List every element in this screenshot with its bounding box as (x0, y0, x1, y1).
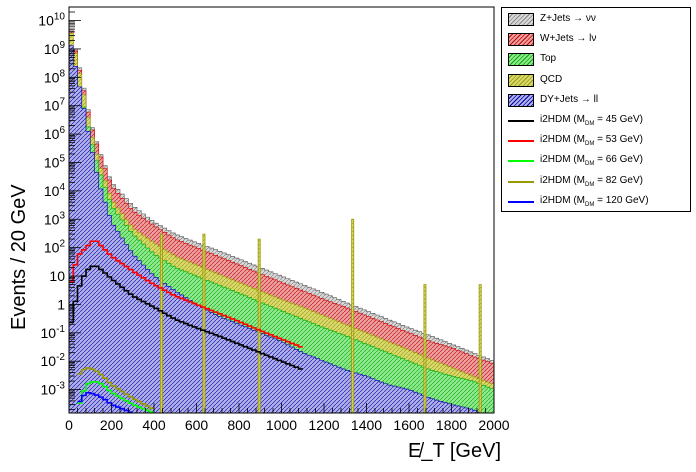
signal-line-4 (77, 391, 133, 413)
legend-item-1: W+Jets → lν (506, 31, 688, 49)
y-axis-ticks: 10-3 10-2 10-1 1 10 102 103 104 105 106 107 108 109 1… (38, 6, 81, 410)
legend-label: Z+Jets → νν (540, 13, 596, 24)
legend-line-swatch (508, 200, 534, 203)
legend-item-2: Top (506, 51, 688, 69)
y-tick-label: 10-1 (41, 324, 66, 341)
signal-lines (69, 240, 303, 413)
legend: Z+Jets → νν W+Jets → lν Top QCD DY+Jets → ll… (501, 7, 691, 212)
legend-line-swatch (508, 160, 534, 163)
y-tick-label: 10-2 (41, 352, 66, 369)
x-tick-label: 1000 (266, 417, 297, 433)
legend-item-4: DY+Jets → ll (506, 92, 688, 110)
y-tick-label: 107 (44, 97, 66, 114)
legend-item-7: i2HDM (MDM = 66 GeV) (506, 152, 688, 170)
y-tick-label: 1 (57, 296, 65, 312)
legend-label: i2HDM (MDM = 82 GeV) (540, 174, 643, 188)
y-tick-label: 104 (44, 182, 66, 199)
stack-dyjets (68, 45, 494, 414)
legend-item-3: QCD (506, 72, 688, 90)
y-tick-label: 1010 (38, 12, 65, 29)
legend-label: Top (540, 53, 557, 65)
x-axis-title: E̸_T [GeV] (408, 440, 502, 462)
y-tick-label: 10-3 (41, 381, 66, 398)
y-tick-label: 108 (44, 68, 66, 85)
legend-label: i2HDM (MDM = 66 GeV) (540, 154, 643, 168)
legend-swatch (508, 33, 534, 47)
x-tick-label: 0 (65, 417, 73, 433)
y-tick-label: 109 (44, 40, 66, 57)
signal-line-1 (69, 240, 303, 348)
x-tick-label: 2000 (478, 417, 509, 433)
legend-item-6: i2HDM (MDM = 53 GeV) (506, 132, 688, 150)
legend-line-swatch (508, 140, 534, 143)
legend-label: DY+Jets → ll (540, 93, 599, 105)
legend-label: i2HDM (MDM = 45 GeV) (540, 114, 643, 127)
y-tick-label: 102 (44, 239, 66, 256)
legend-label: i2HDM (MDM = 53 GeV) (540, 134, 643, 148)
x-tick-label: 600 (185, 417, 209, 433)
y-tick-label: 10 (49, 268, 65, 284)
legend-item-8: i2HDM (MDM = 82 GeV) (506, 173, 688, 191)
stacked-histograms (68, 29, 495, 414)
legend-swatch (508, 73, 534, 87)
x-tick-label: 200 (100, 417, 124, 433)
x-tick-label: 1600 (393, 417, 424, 433)
qcd-spike-2 (257, 238, 261, 414)
y-tick-label: 106 (44, 125, 66, 142)
qcd-spike-1 (202, 233, 206, 414)
x-tick-label: 800 (227, 417, 251, 433)
x-tick-label: 400 (142, 417, 166, 433)
y-axis-title: Events / 20 GeV (8, 184, 30, 330)
legend-item-0: Z+Jets → νν (506, 11, 688, 29)
legend-label: W+Jets → lν (540, 33, 597, 45)
legend-swatch (508, 13, 534, 26)
x-tick-label: 1200 (308, 417, 339, 433)
signal-line-3 (77, 367, 154, 410)
legend-label: i2HDM (MDM = 120 GeV) (540, 194, 649, 208)
y-tick-label: 105 (44, 153, 66, 170)
legend-item-9: i2HDM (MDM = 120 GeV) (506, 193, 688, 211)
signal-line-0 (69, 265, 303, 370)
legend-swatch (508, 93, 534, 107)
legend-swatch (508, 53, 534, 67)
x-tick-label: 1400 (351, 417, 382, 433)
x-axis-ticks: 0 200 400 600 800 1000 1200 1400 1600 1800 2000 (65, 403, 510, 433)
qcd-spike-4 (423, 284, 427, 414)
y-tick-label: 103 (44, 210, 66, 227)
legend-item-5: i2HDM (MDM = 45 GeV) (506, 112, 688, 130)
legend-label: QCD (540, 73, 563, 85)
signal-line-2 (77, 381, 154, 413)
qcd-spike-5 (478, 284, 482, 414)
qcd-spike-0 (159, 233, 163, 414)
x-tick-label: 1800 (436, 417, 467, 433)
legend-line-swatch (508, 120, 534, 122)
qcd-spike-3 (351, 218, 355, 414)
legend-line-swatch (508, 180, 534, 183)
